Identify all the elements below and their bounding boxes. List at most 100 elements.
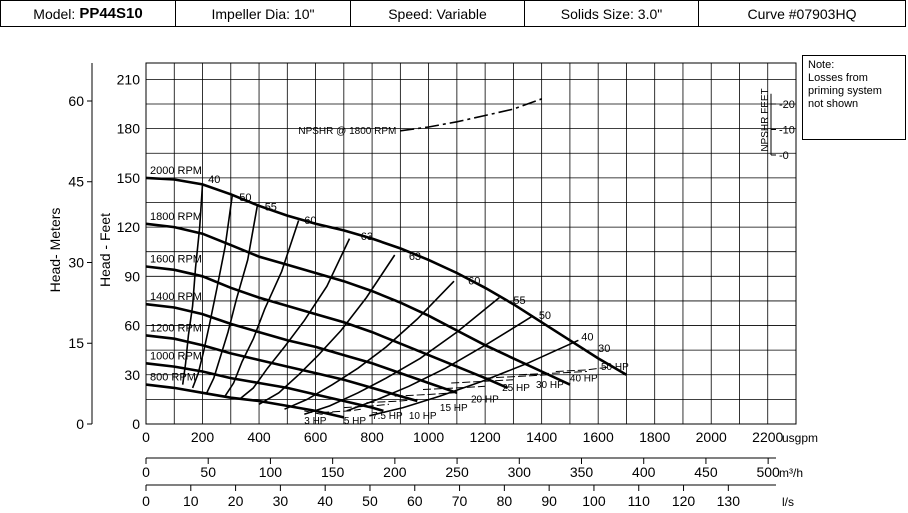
x-tick-label: 1000 xyxy=(413,429,444,445)
efficiency-contour xyxy=(369,339,579,417)
model-label: Model: xyxy=(33,5,76,22)
speed-curve xyxy=(145,222,571,386)
speed-curve-label: 1200 RPM xyxy=(150,322,202,334)
speed-cell: Speed: Variable xyxy=(351,1,525,26)
x-tick-label: 400 xyxy=(247,429,271,445)
y-tick-label: 60 xyxy=(124,318,140,334)
y-tick-label: 30 xyxy=(124,367,140,383)
x-tick-label: 2200 xyxy=(752,429,783,445)
note-title: Note: xyxy=(808,59,835,71)
efficiency-contour xyxy=(284,280,455,410)
y-axis-label: Head - Feet xyxy=(97,213,113,287)
ls-tick-label: 0 xyxy=(142,493,150,509)
note-box: Note: Losses from priming system not sho… xyxy=(802,55,906,140)
ls-tick-label: 80 xyxy=(497,493,513,509)
m3h-tick-label: 200 xyxy=(383,464,407,480)
ls-tick-label: 40 xyxy=(317,493,333,509)
m3h-tick-label: 100 xyxy=(259,464,283,480)
model-value: PP44S10 xyxy=(79,5,143,22)
efficiency-label: 50 xyxy=(539,310,551,322)
npsh-tick-label: -20 xyxy=(779,99,795,111)
speed-curve-label: 1000 RPM xyxy=(150,350,202,362)
hp-label: 30 HP xyxy=(536,380,564,391)
meters-axis-label: Head- Meters xyxy=(47,208,63,293)
x-tick-label: 1200 xyxy=(470,429,501,445)
meters-tick-label: 0 xyxy=(76,416,84,432)
m3h-tick-label: 250 xyxy=(445,464,469,480)
efficiency-label: 60 xyxy=(304,215,316,227)
y-tick-label: 0 xyxy=(132,416,140,432)
model-cell: Model: PP44S10 xyxy=(1,1,176,26)
x-axis-label: usgpm xyxy=(782,431,818,445)
efficiency-contour xyxy=(258,254,396,405)
hp-line xyxy=(321,408,361,413)
efficiency-label: 40 xyxy=(208,174,220,186)
hp-label: 10 HP xyxy=(409,411,437,422)
efficiency-label: 30 xyxy=(598,343,610,355)
x-tick-label: 1600 xyxy=(583,429,614,445)
hp-line xyxy=(394,392,455,397)
ls-unit-label: l/s xyxy=(782,495,794,509)
speed-curve xyxy=(145,334,418,403)
x-tick-label: 800 xyxy=(360,429,384,445)
hp-label: 5 HP xyxy=(344,416,367,427)
speed-curve-label: 1400 RPM xyxy=(150,291,202,303)
efficiency-contour xyxy=(238,238,351,401)
m3h-tick-label: 350 xyxy=(570,464,594,480)
y-tick-label: 210 xyxy=(117,71,141,87)
hp-line xyxy=(422,385,486,390)
y-tick-label: 150 xyxy=(117,170,141,186)
ls-tick-label: 20 xyxy=(228,493,244,509)
ls-tick-label: 10 xyxy=(183,493,199,509)
impeller-cell: Impeller Dia: 10" xyxy=(176,1,351,26)
efficiency-label: 55 xyxy=(265,202,277,214)
note-line: not shown xyxy=(808,98,859,110)
ls-tick-label: 70 xyxy=(452,493,468,509)
solids-cell: Solids Size: 3.0" xyxy=(525,1,699,26)
y-tick-label: 180 xyxy=(117,121,141,137)
note-line: priming system xyxy=(808,85,882,97)
speed-curve xyxy=(145,302,458,395)
curve-cell: Curve #07903HQ xyxy=(747,5,857,22)
m3h-tick-label: 300 xyxy=(508,464,532,480)
speed-curve xyxy=(145,383,345,419)
y-tick-label: 120 xyxy=(117,219,141,235)
meters-tick-label: 30 xyxy=(68,254,84,270)
npshr-label: NPSHR @ 1800 RPM xyxy=(298,126,396,137)
m3h-unit-label: m³/h xyxy=(779,466,803,480)
speed-curve xyxy=(145,265,509,390)
m3h-tick-label: 0 xyxy=(142,464,150,480)
efficiency-label: 63 xyxy=(409,251,421,263)
efficiency-contour xyxy=(181,184,204,385)
m3h-tick-label: 400 xyxy=(632,464,656,480)
efficiency-label: 40 xyxy=(581,331,593,343)
speed-curve-label: 1600 RPM xyxy=(150,253,202,265)
meters-tick-label: 15 xyxy=(68,335,84,351)
efficiency-contour xyxy=(224,220,300,397)
pump-spec-header: Model: PP44S10 Impeller Dia: 10" Speed: … xyxy=(0,0,906,27)
speed-curve xyxy=(145,362,384,413)
hp-label: 3 HP xyxy=(304,416,327,427)
npsh-tick-label: -10 xyxy=(779,125,795,137)
speed-curve xyxy=(145,176,628,376)
meters-tick-label: 60 xyxy=(68,93,84,109)
hp-label: 20 HP xyxy=(471,395,499,406)
npsh-tick-label: -0 xyxy=(779,150,789,162)
x-tick-label: 600 xyxy=(304,429,328,445)
hp-line xyxy=(343,403,390,409)
hp-label: 25 HP xyxy=(502,383,530,394)
efficiency-contour xyxy=(346,315,534,412)
m3h-tick-label: 150 xyxy=(321,464,345,480)
ls-tick-label: 50 xyxy=(362,493,378,509)
ls-tick-label: 120 xyxy=(672,493,696,509)
hp-label: 7.5 HP xyxy=(372,411,403,422)
m3h-tick-label: 50 xyxy=(200,464,216,480)
x-tick-label: 0 xyxy=(142,429,150,445)
efficiency-label: 60 xyxy=(468,276,480,288)
ls-tick-label: 60 xyxy=(407,493,423,509)
y-tick-label: 90 xyxy=(124,268,140,284)
m3h-tick-label: 500 xyxy=(756,464,780,480)
ls-tick-label: 130 xyxy=(717,493,741,509)
hp-line xyxy=(451,379,514,384)
hp-line xyxy=(518,371,587,376)
